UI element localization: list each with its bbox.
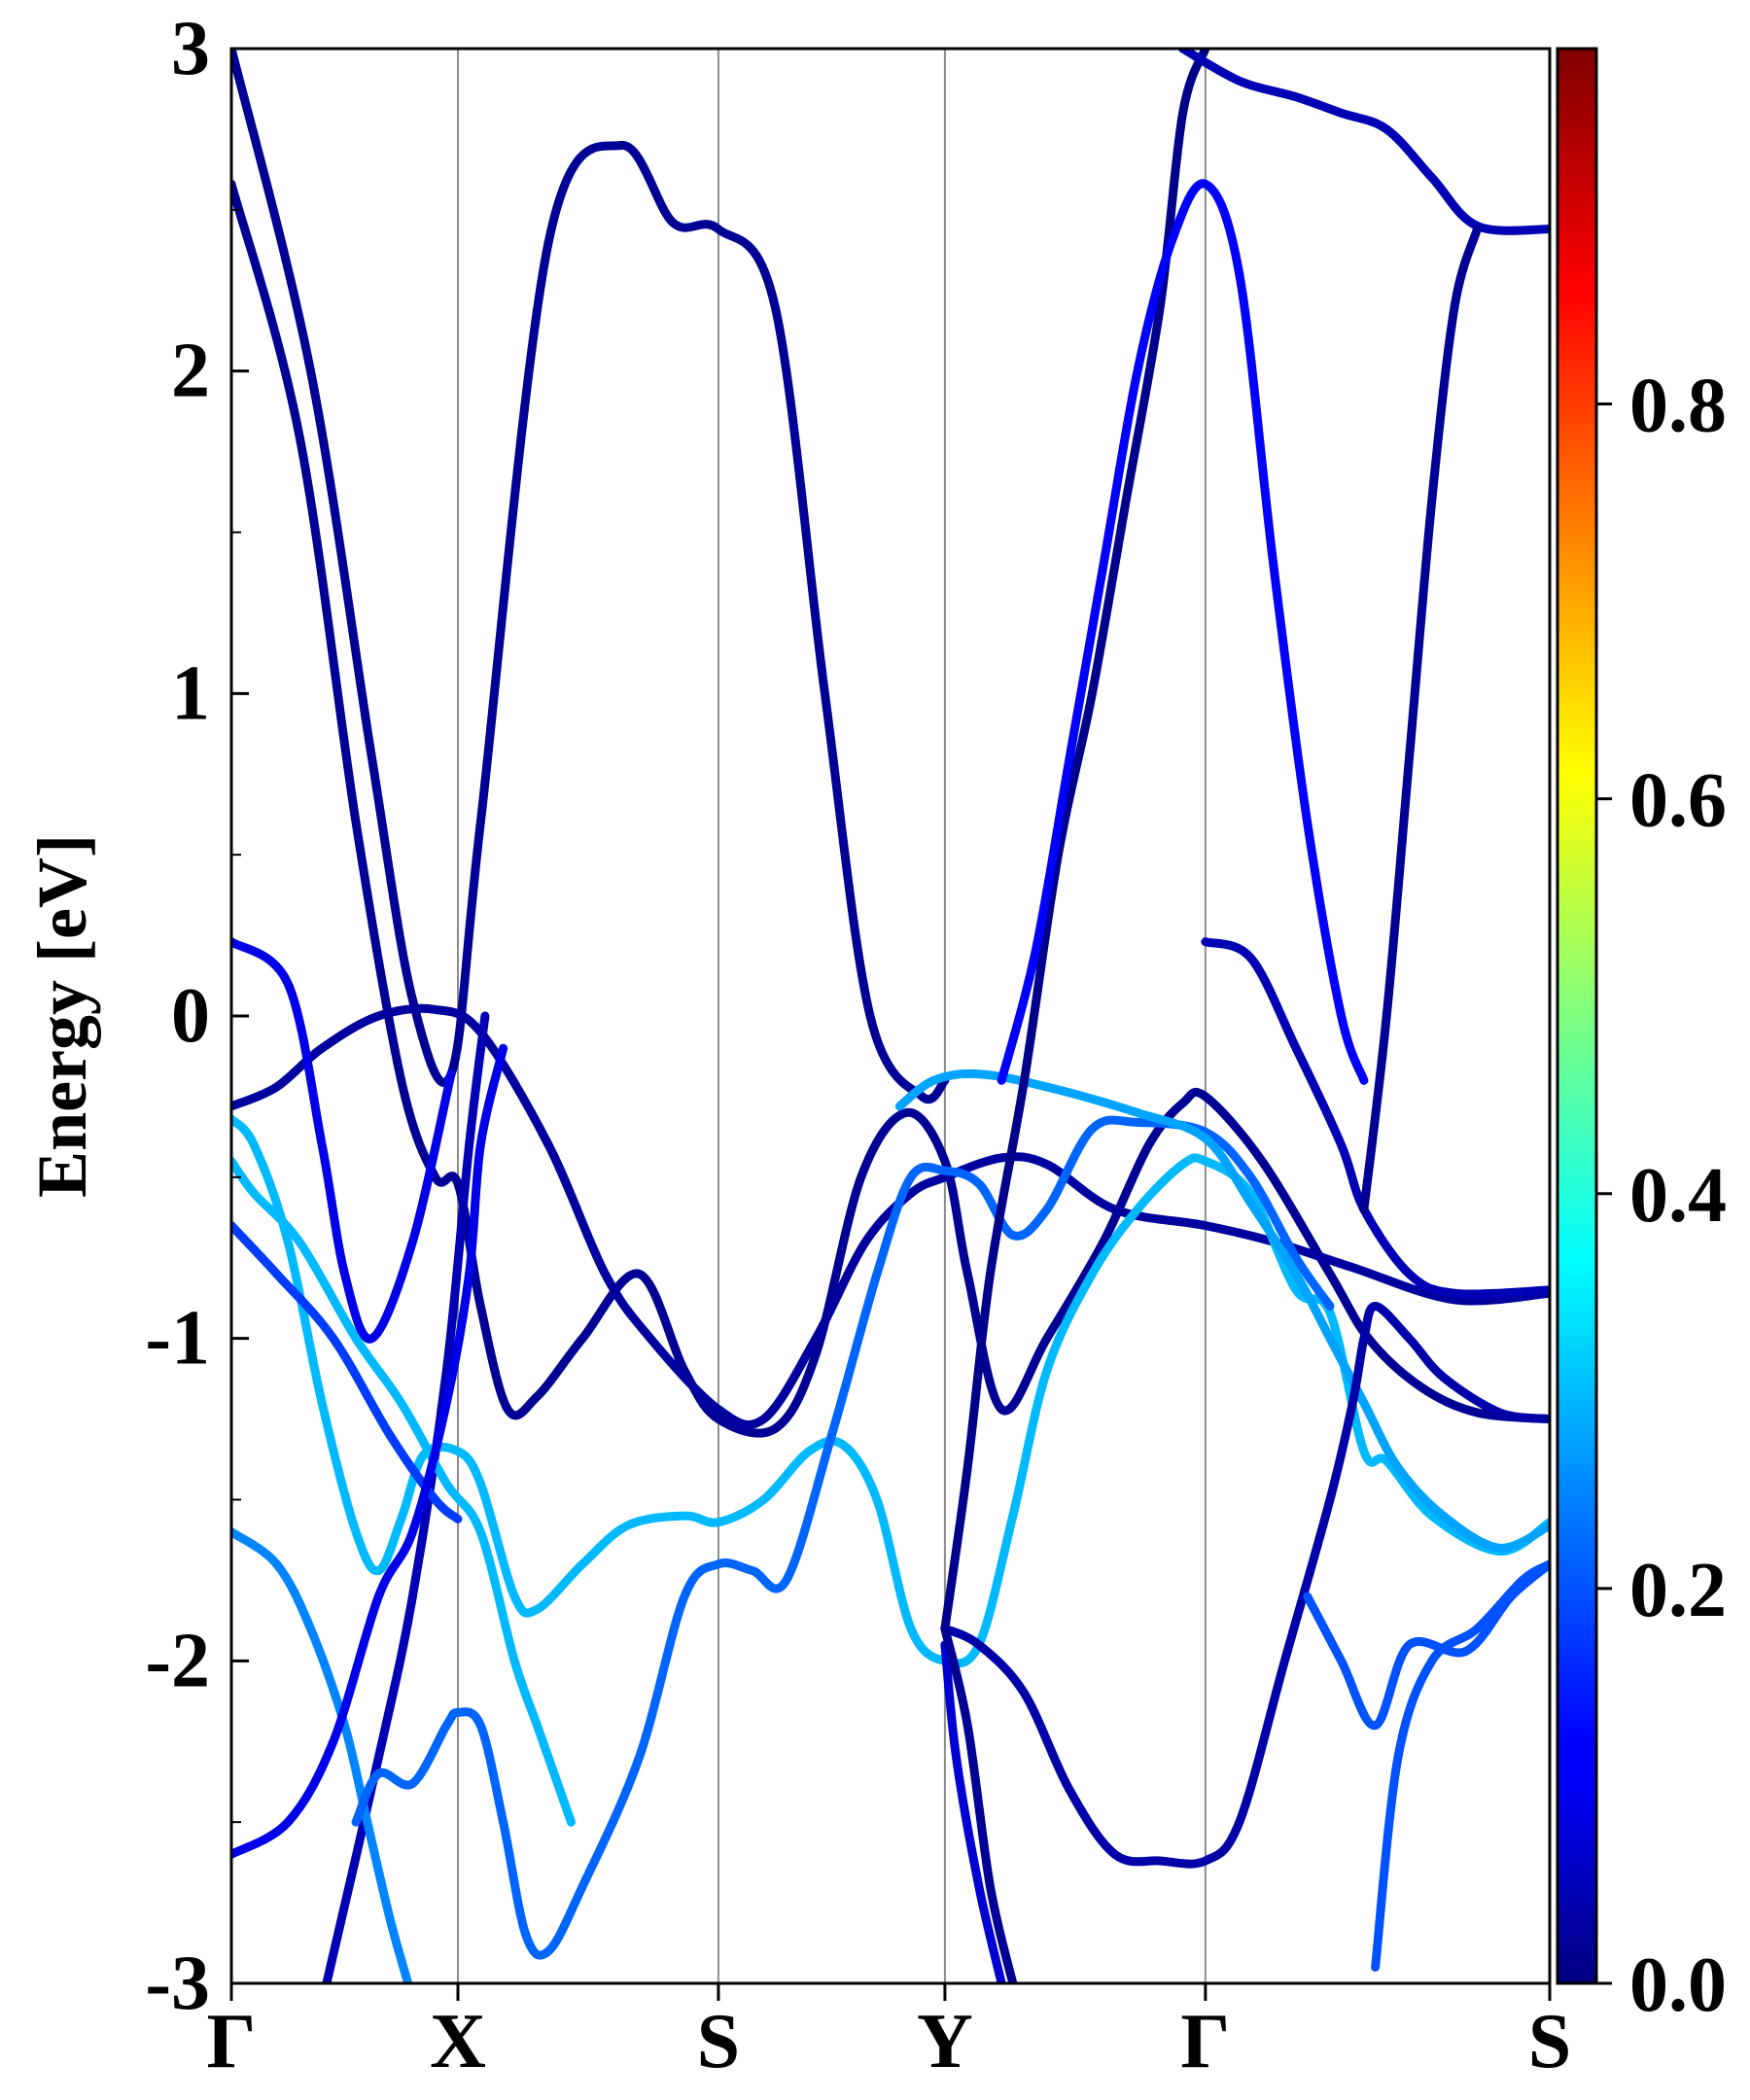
x-tick-label-1: Γ [207,1999,257,2084]
band-line-18 [1201,937,1550,1299]
band-line-8 [231,1221,463,1523]
high-symmetry-gridlines [456,49,1207,1983]
y-tick-label: 3 [171,6,210,91]
band-line-21 [1303,1559,1550,1731]
band-line-1 [231,49,950,1103]
y-tick-label: 2 [171,329,210,414]
band-line-14 [940,49,1210,1633]
band-lines [231,49,1550,1983]
x-tick-label-4: Y [917,1999,973,2084]
y-tick-label: 0 [171,973,210,1059]
colorbar-tick-label: 0.0 [1629,1942,1727,2028]
band-line-3 [231,1003,1550,1429]
colorbar-tick-label: 0.4 [1629,1153,1727,1239]
band-line-15 [940,1640,1006,1983]
y-axis-ticks: 3 2 1 0 -1 -2 -3 [145,6,249,2026]
band-line-6 [231,1114,1550,1668]
band-line-4 [231,937,456,1344]
y-tick-label: -1 [145,1296,210,1382]
y-tick-label: -2 [145,1618,210,1703]
band-line-10 [351,1115,1335,1960]
band-line-16 [997,179,1369,1085]
x-tick-label-2: X [430,1999,486,2084]
colorbar-tick-label: 0.2 [1629,1548,1727,1633]
band-line-17 [1178,49,1550,235]
colorbar-ticks: 0.0 0.2 0.4 0.6 0.8 [1596,364,1727,2028]
y-tick-label: -3 [145,1941,210,2026]
band-line-9 [231,1527,413,1983]
y-tick-label: 1 [171,650,210,736]
x-tick-label-6: S [1528,1999,1572,2084]
band-line-12 [231,1043,508,1859]
band-line-7 [231,1156,576,1827]
x-tick-label-3: S [697,1999,741,2084]
colorbar [1556,47,1598,1985]
colorbar-tick-label: 0.8 [1629,364,1727,449]
band-line-20 [1371,1559,1550,1972]
y-axis-title: Energy [eV] [23,834,101,1198]
band-line-22 [940,1624,1018,1983]
x-tick-label-5: Γ [1180,1999,1230,2084]
band-line-13 [940,1302,1550,1869]
band-line-2 [231,179,1550,1438]
band-line-5 [322,1011,490,1983]
colorbar-tick-label: 0.6 [1629,758,1727,844]
band-line-11 [894,1068,1550,1553]
band-line-19 [1359,225,1482,1214]
